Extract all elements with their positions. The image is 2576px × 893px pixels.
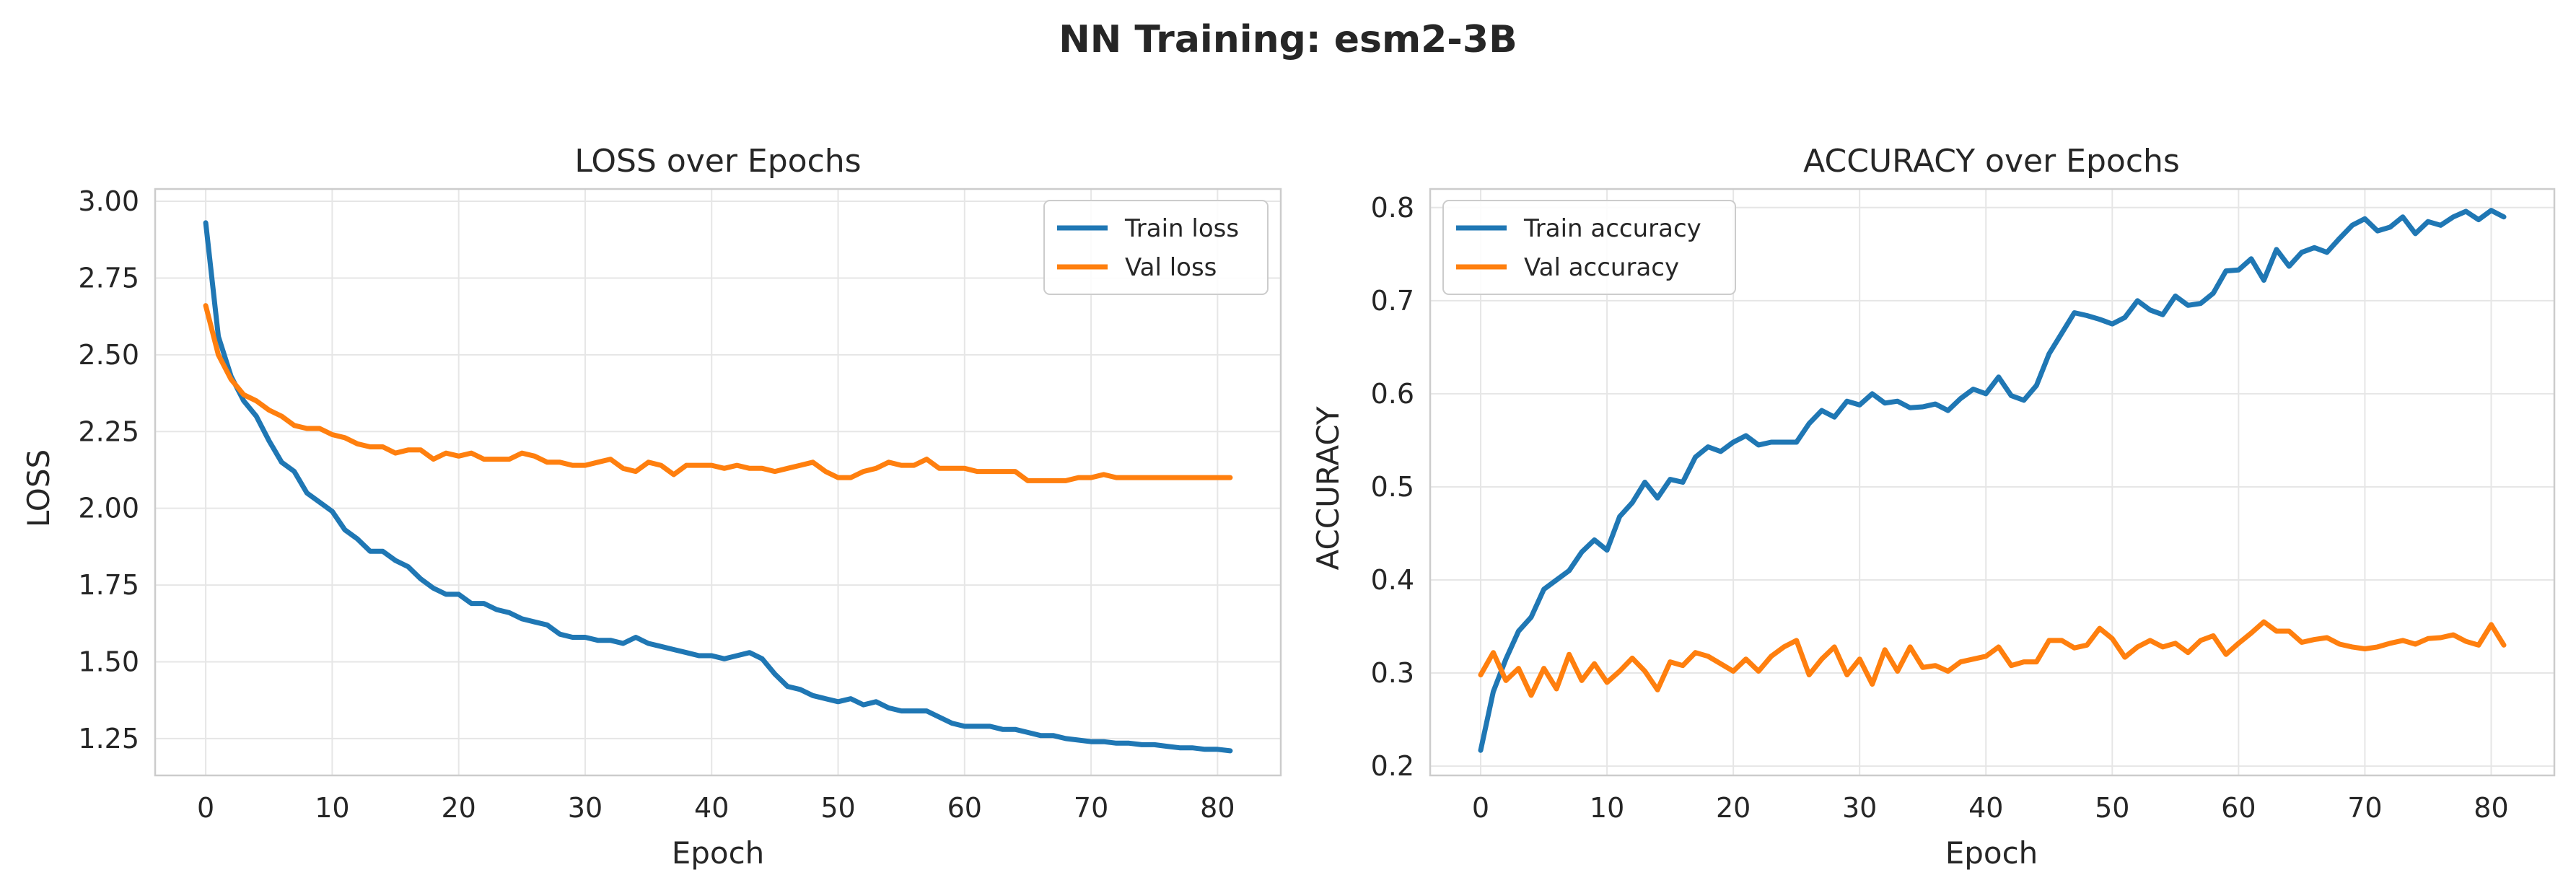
loss-x-tick-label: 30 — [568, 792, 603, 824]
loss-x-tick-label: 60 — [947, 792, 982, 824]
accuracy-x-tick-label: 60 — [2221, 792, 2256, 824]
loss-y-tick-label: 3.00 — [78, 185, 139, 217]
accuracy-x-tick-label: 40 — [1968, 792, 2003, 824]
loss-y-tick-label: 1.50 — [78, 646, 139, 678]
accuracy-series-line-train — [1478, 208, 2507, 753]
loss-legend-box — [1043, 200, 1269, 295]
loss-y-tick-label: 1.75 — [78, 569, 139, 601]
accuracy-chart: ACCURACY over Epochs Epoch ACCURACY 0 10 2… — [1310, 143, 2556, 871]
accuracy-legend-box — [1442, 200, 1736, 295]
loss-grid — [155, 189, 1281, 775]
accuracy-x-tick-label: 70 — [2347, 792, 2382, 824]
accuracy-x-tick-label: 0 — [1472, 792, 1489, 824]
loss-y-tick-label: 1.25 — [78, 723, 139, 755]
loss-series-line-train — [203, 220, 1233, 754]
loss-chart: LOSS over Epochs Epoch LOSS 0 10 20 30 40 50 6… — [21, 143, 1282, 871]
accuracy-legend: Train accuracy Val accuracy — [1442, 200, 1736, 295]
loss-y-axis-label: LOSS — [21, 449, 56, 527]
accuracy-legend-label: Train accuracy — [1523, 214, 1701, 243]
loss-legend: Train loss Val loss — [1043, 200, 1269, 295]
loss-y-tick-label: 2.75 — [78, 262, 139, 294]
accuracy-x-tick-label: 50 — [2095, 792, 2129, 824]
accuracy-y-tick-label: 0.4 — [1371, 564, 1414, 596]
loss-x-axis-label: Epoch — [672, 835, 765, 871]
accuracy-y-tick-label: 0.3 — [1371, 657, 1414, 689]
accuracy-x-tick-label: 30 — [1842, 792, 1877, 824]
loss-y-tick-label: 2.25 — [78, 415, 139, 447]
accuracy-y-axis-label: ACCURACY — [1310, 406, 1346, 570]
loss-x-tick-label: 70 — [1074, 792, 1108, 824]
accuracy-x-tick-label: 80 — [2474, 792, 2508, 824]
loss-x-tick-label: 40 — [694, 792, 729, 824]
accuracy-y-tick-label: 0.2 — [1371, 750, 1414, 782]
accuracy-legend-label: Val accuracy — [1524, 253, 1679, 282]
loss-x-tick-label: 10 — [315, 792, 349, 824]
accuracy-plot-area — [1429, 188, 2556, 777]
accuracy-x-axis-label: Epoch — [1945, 835, 2038, 871]
loss-x-tick-label: 20 — [441, 792, 476, 824]
loss-legend-label: Train loss — [1124, 214, 1239, 243]
loss-y-tick-label: 2.50 — [78, 339, 139, 371]
loss-y-tick-label: 2.00 — [78, 493, 139, 524]
accuracy-y-tick-label: 0.7 — [1371, 285, 1414, 317]
loss-series-line-val — [203, 303, 1233, 483]
loss-x-tick-label: 80 — [1200, 792, 1235, 824]
figure-title: NN Training: esm2-3B — [1059, 18, 1517, 61]
loss-x-tick-label: 0 — [197, 792, 214, 824]
accuracy-y-tick-label: 0.8 — [1371, 192, 1414, 224]
accuracy-y-tick-label: 0.5 — [1371, 471, 1414, 503]
loss-plot-area — [154, 188, 1282, 777]
accuracy-y-tick-label: 0.6 — [1371, 378, 1414, 410]
loss-x-tick-label: 50 — [820, 792, 855, 824]
loss-legend-label: Val loss — [1125, 253, 1217, 282]
loss-chart-title: LOSS over Epochs — [574, 143, 861, 180]
accuracy-x-tick-label: 20 — [1716, 792, 1751, 824]
accuracy-x-tick-label: 10 — [1590, 792, 1624, 824]
accuracy-series-line-val — [1478, 619, 2507, 698]
accuracy-chart-title: ACCURACY over Epochs — [1803, 143, 2180, 180]
